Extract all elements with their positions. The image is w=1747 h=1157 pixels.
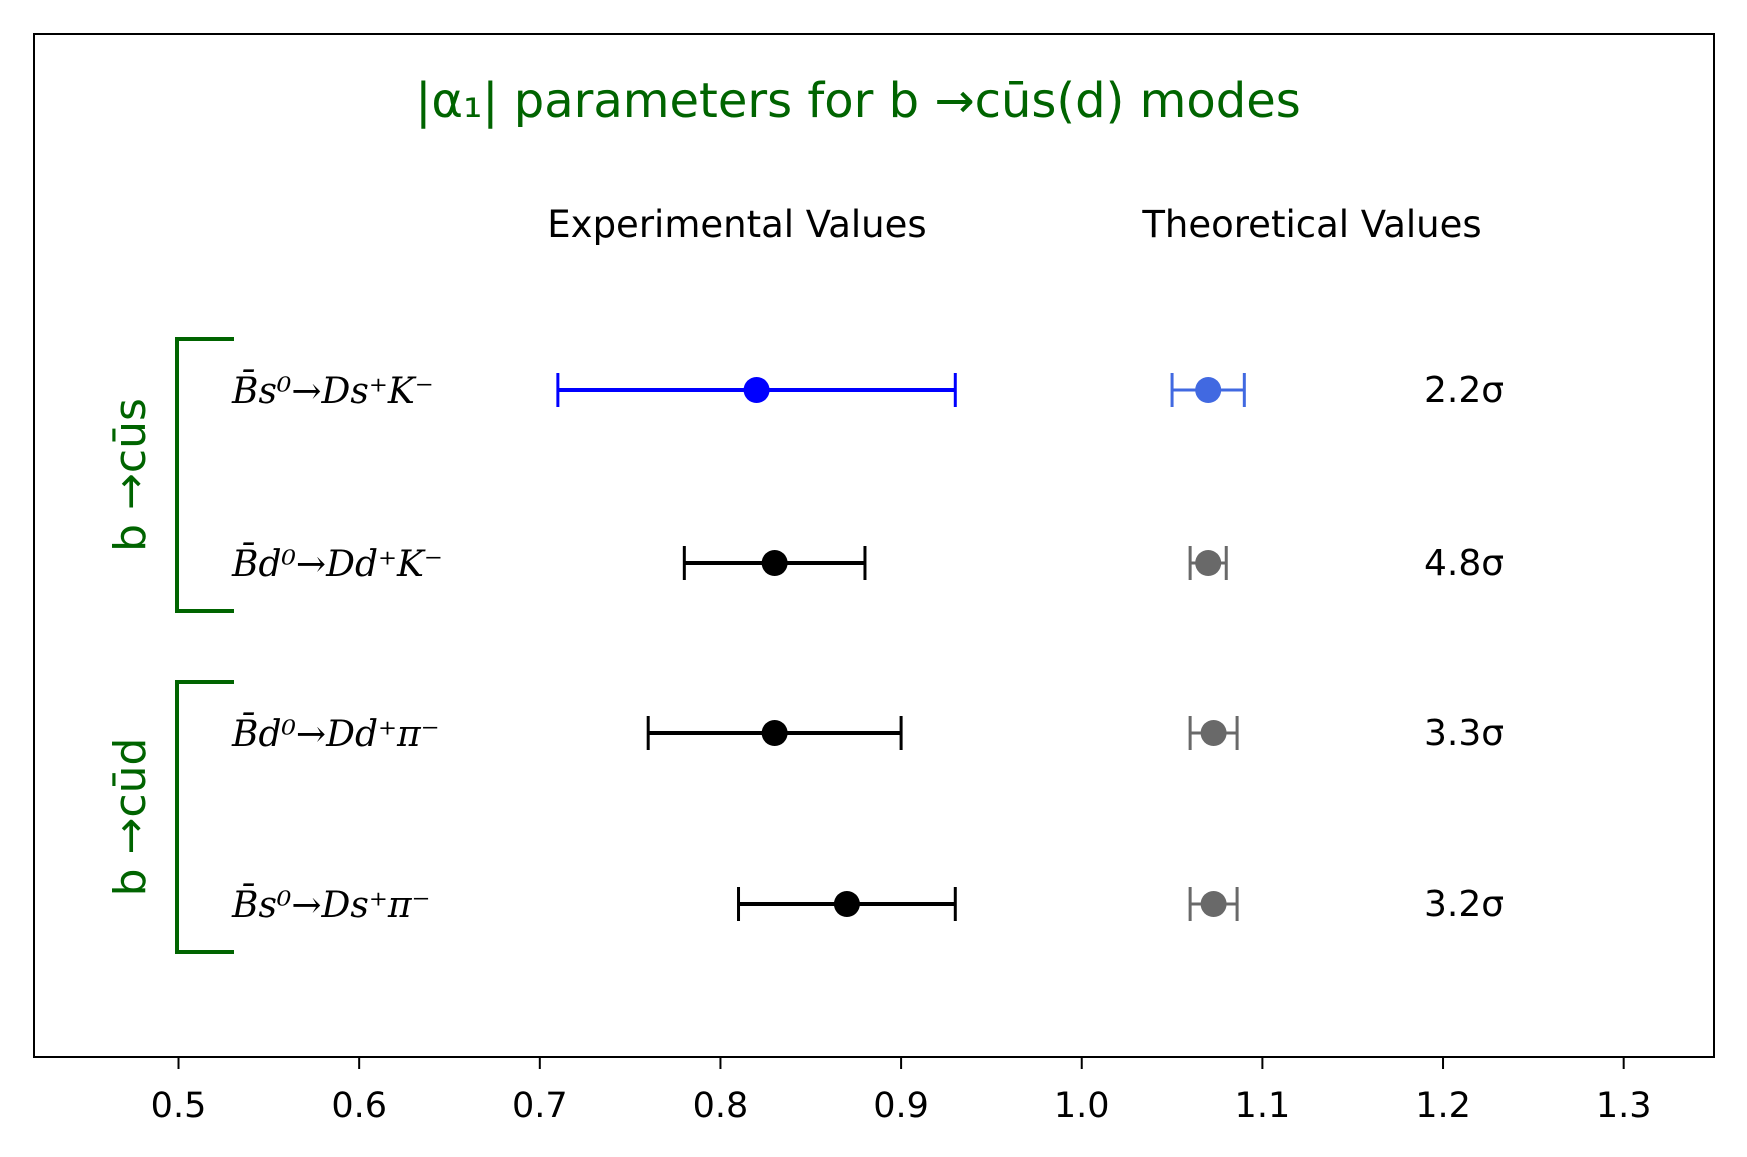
experimental-point	[761, 550, 788, 576]
x-tick-label: 1.3	[1596, 1086, 1652, 1126]
tension-label: 2.2σ	[1424, 370, 1504, 411]
x-tick-label: 0.7	[512, 1086, 568, 1126]
tension-label: 3.2σ	[1424, 884, 1504, 925]
tension-label: 4.8σ	[1424, 543, 1504, 584]
tension-label: 3.3σ	[1424, 713, 1504, 754]
x-tick-label: 0.9	[873, 1086, 929, 1126]
group-label: b →cūd	[105, 738, 156, 897]
experimental-point	[761, 720, 788, 746]
experimental-point	[833, 891, 860, 917]
group-label: b →cūs	[105, 398, 156, 552]
x-axis: 0.5 0.6 0.7 0.8 0.9 1.0 1.1 1.2 1.3	[151, 1057, 1652, 1126]
x-tick-label: 1.0	[1054, 1086, 1110, 1126]
experimental-point	[743, 377, 770, 403]
theoretical-point	[1195, 377, 1222, 403]
group-bracket	[175, 680, 234, 954]
x-tick-label: 0.8	[693, 1086, 749, 1126]
measurement-rows: B̄s⁰→Ds⁺K⁻ 2.2σ B̄d⁰→Dd⁺K⁻ 4.8σ B̄d⁰→Dd⁺π⁻ 3.…	[231, 369, 1504, 926]
decay-mode-label: B̄s⁰→Ds⁺K⁻	[231, 369, 434, 412]
x-tick-label: 1.1	[1235, 1086, 1291, 1126]
chart-title: |α₁| parameters for b →cūs(d) modes	[415, 73, 1301, 129]
x-tick-label: 0.6	[331, 1086, 387, 1126]
theoretical-point	[1195, 550, 1222, 576]
x-tick-label: 0.5	[151, 1086, 207, 1126]
theoretical-header: Theoretical Values	[1141, 203, 1481, 246]
decay-mode-label: B̄d⁰→Dd⁺K⁻	[231, 542, 443, 585]
group-brackets: b →cūs b →cūd	[105, 337, 234, 954]
decay-mode-label: B̄s⁰→Ds⁺π⁻	[231, 883, 431, 926]
plot-frame	[33, 33, 1715, 1058]
experimental-header: Experimental Values	[547, 203, 926, 246]
decay-mode-label: B̄d⁰→Dd⁺π⁻	[231, 712, 440, 755]
group-bracket	[175, 337, 234, 613]
theoretical-point	[1200, 720, 1227, 746]
theoretical-point	[1200, 891, 1227, 917]
x-tick-label: 1.2	[1415, 1086, 1471, 1126]
